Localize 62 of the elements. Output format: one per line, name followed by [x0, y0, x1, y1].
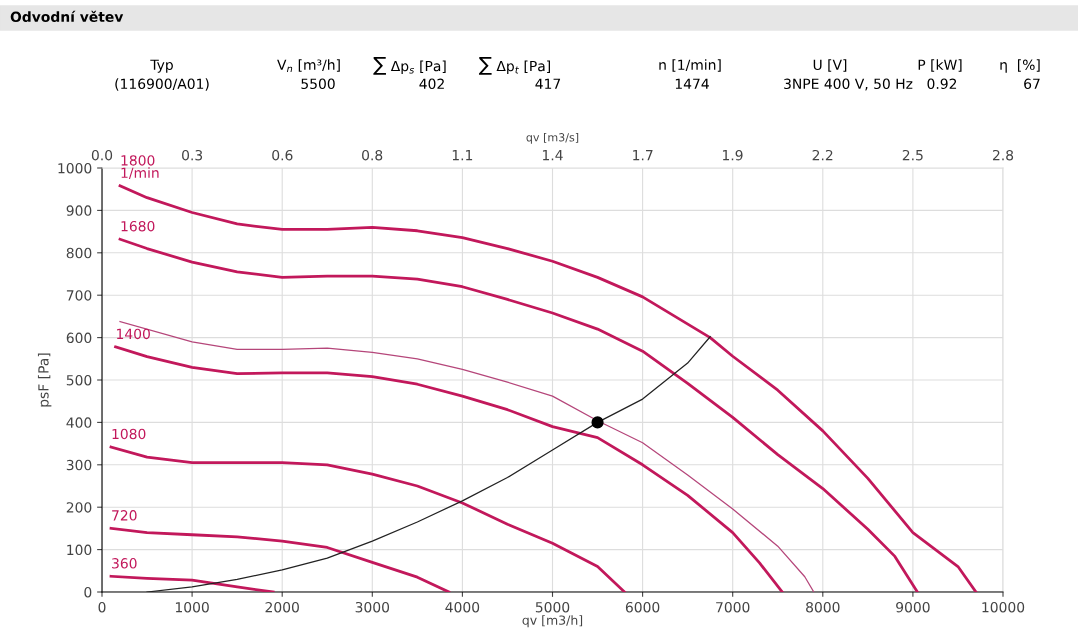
- x-tick-label: 6000: [625, 601, 660, 613]
- x2-tick-label: 0.0: [91, 149, 113, 161]
- x2-tick-label: 0.6: [272, 149, 293, 161]
- x2-tick-label: 1.9: [722, 149, 743, 161]
- x-tick-label: 10000: [982, 601, 1025, 613]
- x-tick-label: 7000: [716, 601, 750, 613]
- y-tick-label: 700: [66, 290, 92, 301]
- text: (116900/A01): [115, 78, 209, 91]
- x2-tick-label: 2.8: [992, 149, 1014, 161]
- text: 0.92: [927, 78, 957, 90]
- x-tick-label: 3000: [355, 601, 390, 613]
- y-tick-label: 0: [84, 586, 92, 598]
- y-tick-label: 500: [66, 374, 92, 386]
- x-tick-label: 2000: [265, 601, 299, 613]
- series-label: 360: [112, 558, 137, 569]
- y-tick-label: 400: [66, 417, 92, 428]
- text: n [1/min]: [659, 59, 721, 72]
- x2-tick-label: 2.2: [812, 149, 833, 161]
- text: V$_{n}$ [m³/h]: [277, 59, 340, 73]
- x-tick-label: 1000: [175, 601, 209, 613]
- x2-tick-label: 2.5: [902, 149, 923, 161]
- text: U [V]: [813, 59, 847, 72]
- x2-tick-label: 0.3: [182, 149, 203, 161]
- text: Typ: [150, 59, 173, 73]
- y-axis-title: psF [Pa]: [37, 353, 52, 407]
- y-tick-label: 100: [67, 544, 92, 556]
- text: P [kW]: [918, 59, 962, 72]
- y-tick-label: 200: [66, 502, 92, 513]
- x-tick-label: 5000: [535, 601, 570, 613]
- series-label: 1400: [117, 328, 150, 340]
- text: η [%]: [1000, 59, 1040, 73]
- x-tick-label: 4000: [445, 601, 480, 613]
- series-label: 1800 1/min: [121, 155, 159, 180]
- x-axis-title: qv [m3/h]: [522, 615, 583, 628]
- series-label: 720: [112, 510, 137, 521]
- y-tick-label: 300: [66, 459, 92, 471]
- x2-tick-label: 1.7: [633, 150, 653, 161]
- y-tick-label: 1000: [58, 162, 92, 174]
- text: 5500: [301, 78, 335, 90]
- line-series: [109, 445, 626, 592]
- text: 67: [1024, 78, 1040, 90]
- x-tick-label: 0: [98, 601, 106, 613]
- y-tick-label: 600: [66, 332, 92, 344]
- x2-tick-label: 1.1: [452, 150, 473, 161]
- x2-tick-label: 0.8: [362, 149, 383, 161]
- y-tick-label: 900: [66, 205, 92, 216]
- line-series: [109, 527, 451, 592]
- x-tick-label: 8000: [806, 601, 840, 613]
- text: ∑ Δp$_{t}$ [Pa]: [478, 56, 550, 75]
- line-series: [109, 574, 275, 592]
- series-label: 1680: [121, 220, 155, 232]
- chart-title: Odvodní větev: [10, 10, 124, 23]
- x2-axis-title: qv [m3/s]: [526, 132, 579, 144]
- text: ∑ Δp$_{s}$ [Pa]: [373, 56, 446, 75]
- y-tick-label: 800: [66, 247, 92, 259]
- text: 417: [535, 78, 561, 89]
- series-label: 1080: [112, 428, 146, 440]
- text: 1474: [675, 78, 709, 89]
- x2-tick-label: 1.4: [542, 150, 563, 161]
- x-tick-label: 9000: [896, 601, 930, 613]
- text: 402: [419, 78, 444, 90]
- text: 3NPE 400 V, 50 Hz: [784, 78, 913, 91]
